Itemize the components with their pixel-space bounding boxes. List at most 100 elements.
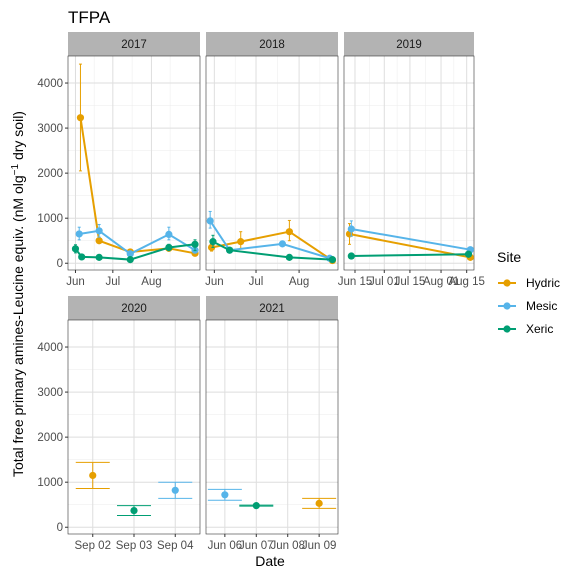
y-tick-label: 3000 <box>37 123 63 135</box>
data-point <box>126 250 134 258</box>
data-point <box>76 114 85 122</box>
data-point <box>285 253 293 261</box>
data-point <box>95 227 103 235</box>
x-axis-title: Date <box>255 553 285 569</box>
y-tick-label: 1000 <box>37 213 63 225</box>
facet-strip <box>206 32 338 56</box>
legend-title: Site <box>497 249 521 265</box>
series-xeric <box>239 502 274 510</box>
y-axis-title-end: dry soil) <box>10 111 26 164</box>
data-point <box>130 506 138 515</box>
data-point <box>75 230 83 238</box>
data-point <box>171 486 179 494</box>
data-point <box>315 499 323 507</box>
y-tick-label: 0 <box>57 258 63 270</box>
y-tick-label: 4000 <box>37 78 63 90</box>
legend-item-xeric: Xeric <box>498 322 553 336</box>
x-tick-label: Jun 09 <box>302 540 337 552</box>
legend-key-point <box>503 325 511 333</box>
facet-strip-label: 2019 <box>396 39 422 51</box>
facet-strip-label: 2018 <box>259 39 285 51</box>
x-tick-label: Aug 01 <box>423 276 459 288</box>
x-tick-label: Jun 08 <box>270 540 305 552</box>
y-tick-label: 2000 <box>37 432 63 444</box>
y-tick-label: 2000 <box>37 168 63 180</box>
panel-border <box>205 319 339 535</box>
y-tick-label: 4000 <box>37 342 63 354</box>
panel-background <box>344 56 474 270</box>
legend: Site Hydric Mesic Xeric <box>497 249 560 336</box>
facet-strip-label: 2017 <box>121 39 147 51</box>
y-tick-label: 1000 <box>37 477 63 489</box>
facet-panel-2020: 2020 0 1000 2000 3000 4000 Sep 02 Sep 03 Sep 04 <box>37 296 201 552</box>
x-tick-label: Aug <box>289 276 309 288</box>
facet-strip <box>206 296 338 320</box>
y-tick-label: 0 <box>57 522 63 534</box>
y-axis-title: Total free primary amines-Leucine equiv.… <box>10 111 26 477</box>
legend-key-point <box>503 302 511 310</box>
data-point <box>347 252 355 260</box>
data-point <box>209 238 217 246</box>
data-point <box>165 230 173 239</box>
facet-strip-label: 2021 <box>259 303 285 315</box>
series-line <box>209 220 330 260</box>
legend-label: Xeric <box>526 322 553 336</box>
x-tick-label: Jun 06 <box>208 540 243 552</box>
x-tick-label: Jun <box>66 276 85 288</box>
data-point <box>89 471 97 480</box>
legend-item-hydric: Hydric <box>498 276 560 290</box>
series-xeric <box>347 250 473 260</box>
legend-label: Mesic <box>526 299 557 313</box>
series-hydric <box>302 497 337 509</box>
series-xeric <box>117 505 151 517</box>
facet-panels: 2017 0 1000 2000 3000 4000 Jun Jul Aug 2018 Jun Jul… <box>37 32 485 552</box>
y-tick-label: 3000 <box>37 387 63 399</box>
legend-item-mesic: Mesic <box>498 299 557 313</box>
data-point <box>278 240 287 248</box>
x-tick-label: Jul <box>105 276 120 288</box>
y-axis-title-sup: −1 <box>10 163 21 175</box>
x-tick-label: Sep 03 <box>116 540 152 552</box>
x-tick-label: Jul <box>249 276 264 288</box>
data-point <box>206 217 214 225</box>
facet-strip <box>344 32 474 56</box>
x-tick-label: Jun <box>205 276 224 288</box>
facet-strip <box>68 32 200 56</box>
panel-border <box>205 55 339 271</box>
data-point <box>95 237 103 245</box>
series-mesic <box>158 481 193 499</box>
x-tick-label: Jul 15 <box>395 276 426 288</box>
data-point <box>226 246 234 254</box>
facet-strip-label: 2020 <box>121 303 147 315</box>
data-point <box>464 250 473 258</box>
x-tick-label: Jul 01 <box>369 276 400 288</box>
facet-strip <box>68 296 200 320</box>
x-tick-label: Aug <box>141 276 161 288</box>
panel-border <box>343 55 475 271</box>
x-tick-label: Aug 15 <box>448 276 484 288</box>
data-point <box>285 228 293 236</box>
data-point <box>191 240 199 248</box>
panel-background <box>206 56 338 270</box>
series-mesic <box>347 220 474 254</box>
data-point <box>252 502 260 510</box>
data-point <box>95 253 103 261</box>
series-hydric <box>75 461 110 489</box>
data-point <box>165 243 173 252</box>
data-point <box>328 256 337 264</box>
legend-key-point <box>503 279 511 287</box>
chart-title: TFPA <box>68 8 111 27</box>
series-line <box>351 228 471 251</box>
panel-background <box>68 56 200 270</box>
data-point <box>78 253 86 261</box>
y-axis-title-main: Total free primary amines-Leucine equiv.… <box>10 175 26 477</box>
data-point <box>71 245 80 253</box>
facet-panel-2017: 2017 0 1000 2000 3000 4000 Jun Jul Aug <box>37 32 201 288</box>
panel-border <box>67 55 201 271</box>
x-tick-label: Jun 07 <box>239 540 274 552</box>
series-line <box>212 240 333 261</box>
